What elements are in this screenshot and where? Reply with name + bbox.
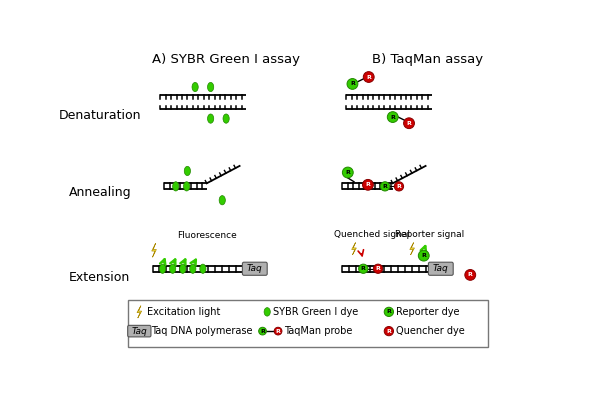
Text: Taq DNA polymerase: Taq DNA polymerase (151, 326, 253, 336)
Text: R: R (275, 329, 280, 334)
Polygon shape (352, 242, 356, 255)
Ellipse shape (208, 114, 214, 123)
Text: R: R (366, 74, 371, 80)
Text: Quencher dye: Quencher dye (396, 326, 464, 336)
Text: R: R (468, 272, 473, 277)
Text: Extension: Extension (69, 271, 130, 284)
Text: R: R (361, 266, 366, 271)
Text: R: R (383, 184, 388, 189)
Ellipse shape (200, 264, 206, 273)
Ellipse shape (219, 195, 226, 205)
Circle shape (362, 179, 373, 190)
FancyBboxPatch shape (242, 262, 267, 275)
Circle shape (347, 78, 358, 89)
Circle shape (394, 182, 404, 191)
Text: A) SYBR Green I assay: A) SYBR Green I assay (152, 53, 300, 66)
Text: Annealing: Annealing (68, 186, 131, 199)
Circle shape (404, 118, 415, 129)
Ellipse shape (184, 166, 190, 176)
Ellipse shape (190, 264, 196, 273)
Text: TaqMan probe: TaqMan probe (284, 326, 353, 336)
Text: B) TaqMan assay: B) TaqMan assay (372, 53, 483, 66)
Circle shape (418, 250, 429, 261)
Text: R: R (397, 184, 401, 189)
Ellipse shape (160, 264, 166, 273)
Text: R: R (346, 170, 350, 175)
Ellipse shape (208, 82, 214, 92)
Text: Denaturation: Denaturation (59, 109, 141, 122)
Circle shape (373, 264, 383, 273)
Circle shape (359, 264, 368, 273)
Text: Taq: Taq (433, 264, 449, 273)
Circle shape (364, 72, 374, 82)
Polygon shape (137, 306, 142, 318)
FancyBboxPatch shape (428, 262, 453, 275)
Text: R: R (386, 309, 391, 314)
Text: Excitation light: Excitation light (147, 307, 220, 317)
Circle shape (384, 307, 394, 316)
Circle shape (274, 327, 282, 335)
FancyBboxPatch shape (128, 300, 488, 347)
Ellipse shape (170, 264, 176, 273)
Circle shape (259, 327, 266, 335)
Text: SYBR Green I dye: SYBR Green I dye (274, 307, 359, 317)
Polygon shape (152, 243, 157, 257)
Ellipse shape (184, 182, 190, 191)
Text: Quenched signal: Quenched signal (334, 230, 410, 239)
Text: R: R (421, 253, 426, 258)
Text: R: R (365, 182, 370, 187)
Text: R: R (391, 115, 395, 119)
Ellipse shape (192, 82, 198, 92)
Ellipse shape (179, 264, 186, 273)
Text: Reporter dye: Reporter dye (396, 307, 460, 317)
Text: R: R (376, 266, 380, 271)
Text: Fluorescence: Fluorescence (177, 231, 236, 240)
Circle shape (465, 269, 476, 280)
Text: R: R (386, 329, 391, 334)
Text: Taq: Taq (247, 264, 263, 273)
Circle shape (380, 182, 389, 191)
Polygon shape (410, 242, 415, 255)
Text: R: R (260, 329, 265, 334)
Circle shape (343, 167, 353, 178)
FancyBboxPatch shape (128, 325, 151, 337)
Text: R: R (350, 82, 355, 86)
Text: Reporter signal: Reporter signal (395, 230, 464, 239)
Circle shape (388, 112, 398, 123)
Text: Taq: Taq (131, 327, 147, 336)
Ellipse shape (223, 114, 229, 123)
Ellipse shape (264, 308, 271, 316)
Ellipse shape (173, 182, 179, 191)
Circle shape (384, 326, 394, 336)
Text: R: R (407, 121, 412, 126)
